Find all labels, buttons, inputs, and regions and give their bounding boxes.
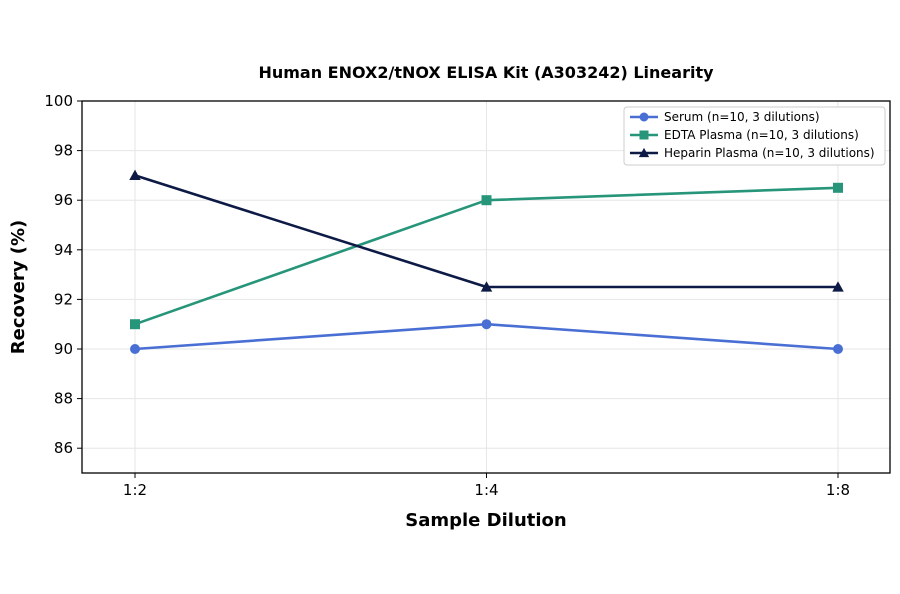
chart-title: Human ENOX2/tNOX ELISA Kit (A303242) Lin… xyxy=(258,63,714,82)
legend-label: Heparin Plasma (n=10, 3 dilutions) xyxy=(664,146,875,160)
legend-swatch-marker xyxy=(639,112,649,122)
y-tick-label: 86 xyxy=(54,439,73,457)
legend-entry: EDTA Plasma (n=10, 3 dilutions) xyxy=(630,128,859,142)
y-tick-label: 94 xyxy=(54,241,73,259)
data-point xyxy=(832,281,844,292)
x-tick-label: 1:8 xyxy=(826,481,850,499)
x-tick-label: 1:2 xyxy=(123,481,147,499)
data-point xyxy=(130,319,140,330)
legend-entry: Heparin Plasma (n=10, 3 dilutions) xyxy=(630,146,875,160)
y-tick-label: 90 xyxy=(54,340,73,358)
legend-label: EDTA Plasma (n=10, 3 dilutions) xyxy=(664,128,859,142)
x-axis-label: Sample Dilution xyxy=(405,510,566,531)
series-2 xyxy=(129,169,844,292)
axis-ticks: 86 88 90 92 94 96 98 100 1:2 1:4 1:8 xyxy=(44,92,850,499)
y-tick-label: 100 xyxy=(44,92,73,110)
data-point xyxy=(481,195,492,206)
series-lines xyxy=(129,169,844,354)
legend-box xyxy=(623,106,886,166)
data-point xyxy=(481,319,492,330)
y-tick-label: 96 xyxy=(54,191,73,209)
legend-swatch-marker xyxy=(639,130,649,140)
y-axis-label: Recovery (%) xyxy=(8,220,29,354)
x-tick-label: 1:4 xyxy=(474,481,498,499)
legend-label: Serum (n=10, 3 dilutions) xyxy=(664,110,820,124)
series-0 xyxy=(130,319,843,354)
series-1 xyxy=(130,182,843,330)
y-tick-label: 88 xyxy=(54,390,73,408)
legend-swatch-marker xyxy=(638,147,650,158)
data-point xyxy=(833,344,843,354)
legend-entry: Serum (n=10, 3 dilutions) xyxy=(630,110,820,124)
data-point xyxy=(833,182,843,193)
y-tick-label: 98 xyxy=(54,142,73,160)
legend: Serum (n=10, 3 dilutions) EDTA Plasma (n=… xyxy=(623,106,886,166)
y-tick-label: 92 xyxy=(54,290,73,308)
data-point xyxy=(130,344,140,354)
data-point xyxy=(129,169,141,180)
data-point xyxy=(480,281,493,292)
